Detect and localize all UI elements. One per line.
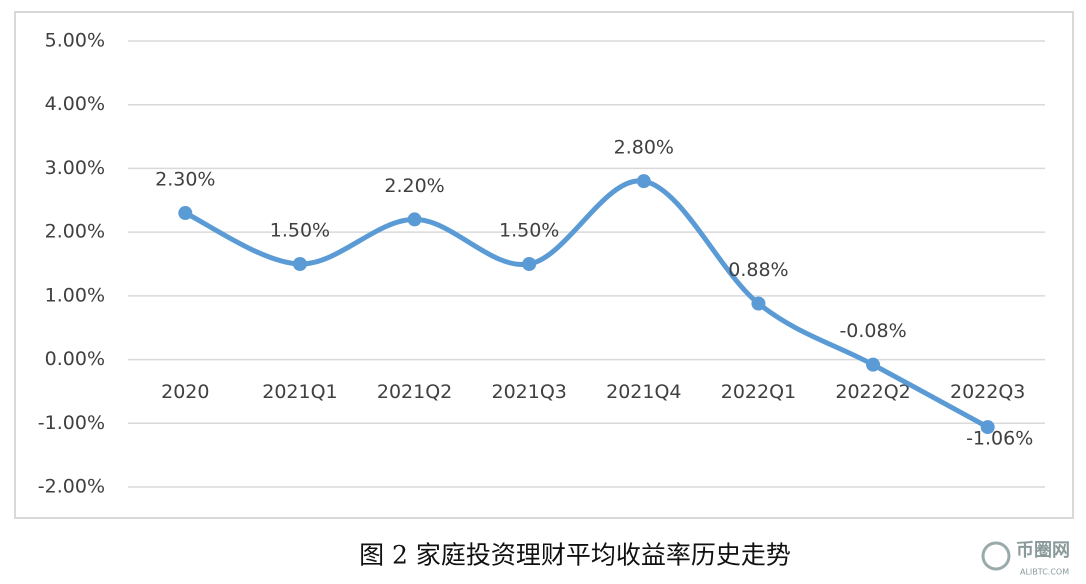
y-tick-label: 4.00% <box>45 93 105 115</box>
point <box>751 296 766 311</box>
x-tick-label: 2021Q1 <box>262 381 337 403</box>
y-tick-label: 5.00% <box>45 30 105 52</box>
point <box>636 174 651 189</box>
y-tick-label: -2.00% <box>38 476 105 498</box>
watermark-logo <box>981 541 1011 571</box>
point <box>980 420 995 435</box>
y-tick-label: -1.00% <box>38 412 105 434</box>
x-tick-label: 2021Q3 <box>491 381 566 403</box>
x-tick-label: 2022Q1 <box>721 381 796 403</box>
value-label: 1.50% <box>499 220 559 242</box>
point <box>292 257 307 271</box>
y-tick-label: 1.00% <box>45 284 105 306</box>
chart-caption: 图 2 家庭投资理财平均收益率历史走势 <box>359 541 791 570</box>
x-tick-label: 2020 <box>161 381 209 403</box>
x-tick-label: 2021Q2 <box>377 381 452 403</box>
point <box>407 212 422 227</box>
point <box>178 206 193 221</box>
chart-frame <box>14 11 1074 519</box>
x-tick-label: 2021Q4 <box>606 381 681 403</box>
value-label: 2.80% <box>614 137 674 159</box>
value-label: 0.88% <box>728 259 788 281</box>
point <box>522 257 537 271</box>
y-tick-label: 2.00% <box>45 221 105 243</box>
value-label: 1.50% <box>270 220 330 242</box>
y-tick-label: 0.00% <box>45 348 105 370</box>
value-label: -1.06% <box>966 428 1033 450</box>
x-tick-label: 2022Q2 <box>835 381 910 403</box>
value-label: 2.20% <box>384 175 444 197</box>
point <box>866 357 881 372</box>
x-tick-label: 2022Q3 <box>950 381 1025 403</box>
watermark: 币圈网 <box>1016 540 1070 561</box>
y-tick-label: 3.00% <box>45 157 105 179</box>
line <box>182 178 991 430</box>
watermark-sub: ALIBTC.COM <box>1020 568 1069 577</box>
value-label: 2.30% <box>155 169 215 191</box>
value-label: -0.08% <box>839 320 906 342</box>
